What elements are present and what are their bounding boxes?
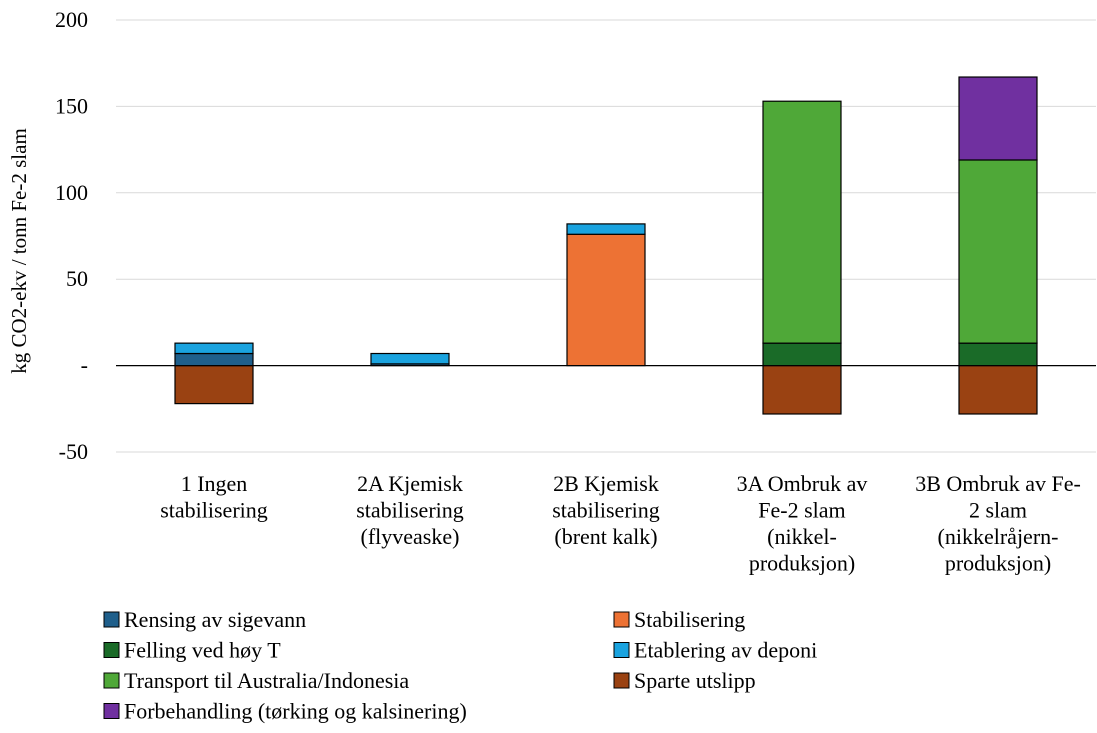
x-tick-label: 3A Ombruk av Fe-2 slam (nikkel-produksjon) — [737, 471, 868, 576]
bar-segment — [566, 223, 646, 235]
y-tick-label: - — [81, 353, 88, 378]
y-tick-label: 50 — [66, 266, 88, 291]
x-tick-label: 3B Ombruk av Fe-2 slam (nikkelråjern-prod… — [915, 471, 1081, 576]
legend-item: Rensing av sigevann — [103, 607, 306, 632]
x-tick-label: 2A Kjemisk stabilisering (flyveaske) — [356, 471, 464, 549]
legend-swatch — [103, 642, 120, 658]
bar-segment — [958, 342, 1038, 367]
bar-segment — [174, 365, 254, 405]
bar-segment — [958, 365, 1038, 415]
bar-segment — [762, 100, 842, 344]
bar-segment — [566, 233, 646, 367]
bar-segment — [174, 342, 254, 355]
y-tick-label: 100 — [55, 180, 88, 205]
bar-segment — [370, 352, 450, 365]
legend-label: Felling ved høy T — [124, 638, 281, 663]
bar-segment — [762, 365, 842, 415]
bar-segment — [762, 342, 842, 367]
legend-label: Etablering av deponi — [634, 638, 817, 663]
bar-segment — [958, 159, 1038, 344]
x-tick-labels: 1 Ingen stabilisering 2A Kjemisk stabiliser… — [160, 471, 1081, 576]
y-tick-label: 200 — [55, 7, 88, 32]
grid-layer — [116, 19, 1096, 453]
legend-swatch — [103, 672, 120, 689]
axis-layer: 200 150 100 50 - -50 — [55, 7, 1096, 464]
x-tick-label: 2B Kjemisk stabilisering (brent kalk) — [552, 471, 660, 549]
legend-label: Sparte utslipp — [634, 668, 756, 693]
legend-item: Etablering av deponi — [613, 638, 817, 663]
legend-swatch — [103, 611, 120, 628]
legend: Rensing av sigevann Stabilisering Felling … — [103, 607, 817, 724]
bars-layer — [174, 76, 1038, 415]
legend-item: Forbehandling (tørking og kalsinering) — [103, 699, 467, 724]
x-tick-label: 1 Ingen stabilisering — [160, 471, 268, 523]
legend-swatch — [613, 672, 630, 689]
y-axis-label: kg CO2-ekv / tonn Fe-2 slam — [7, 128, 31, 374]
bar-segment — [958, 76, 1038, 161]
legend-item: Stabilisering — [613, 607, 745, 632]
legend-label: Rensing av sigevann — [124, 607, 306, 632]
bar-segment — [174, 352, 254, 367]
legend-label: Stabilisering — [634, 607, 745, 632]
legend-item: Transport til Australia/Indonesia — [103, 668, 409, 693]
legend-label: Transport til Australia/Indonesia — [124, 668, 409, 693]
y-tick-label: -50 — [59, 439, 88, 464]
legend-swatch — [613, 642, 630, 658]
y-tick-label: 150 — [55, 93, 88, 118]
legend-swatch — [103, 703, 120, 719]
legend-item: Sparte utslipp — [613, 668, 756, 693]
legend-swatch — [613, 611, 630, 628]
legend-label: Forbehandling (tørking og kalsinering) — [124, 699, 467, 724]
legend-item: Felling ved høy T — [103, 638, 281, 663]
